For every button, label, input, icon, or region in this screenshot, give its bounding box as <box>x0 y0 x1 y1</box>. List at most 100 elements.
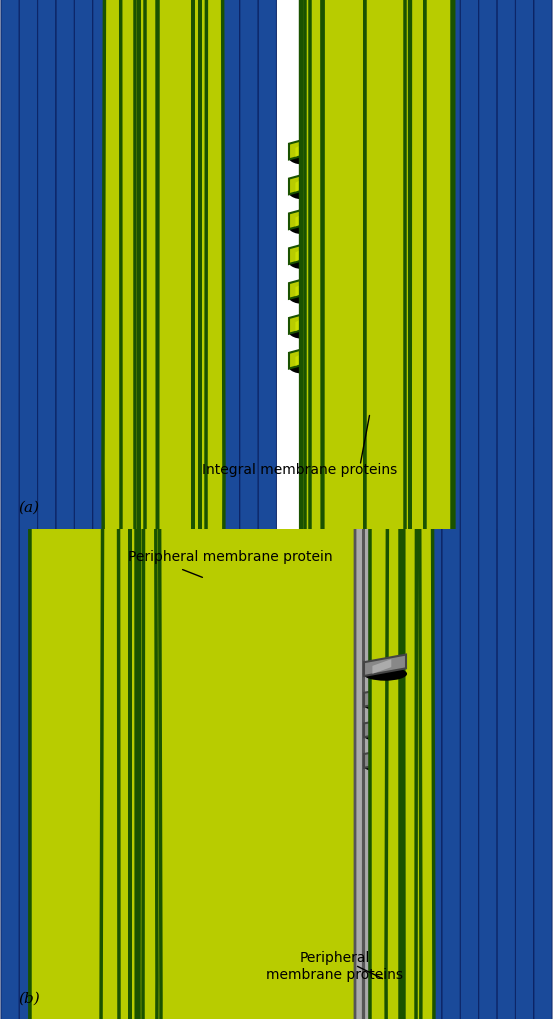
Polygon shape <box>349 171 381 195</box>
Circle shape <box>479 0 497 1019</box>
Polygon shape <box>184 344 216 369</box>
Circle shape <box>258 0 276 1019</box>
Polygon shape <box>372 659 392 675</box>
Ellipse shape <box>408 150 442 166</box>
Polygon shape <box>184 136 216 160</box>
Ellipse shape <box>128 289 162 305</box>
Polygon shape <box>415 176 430 193</box>
Circle shape <box>1 0 19 1019</box>
Circle shape <box>240 0 258 1019</box>
Ellipse shape <box>363 790 407 803</box>
Circle shape <box>442 0 460 1019</box>
Circle shape <box>203 0 221 1019</box>
Ellipse shape <box>363 667 407 681</box>
Polygon shape <box>295 176 310 193</box>
Polygon shape <box>305 0 365 1019</box>
Ellipse shape <box>363 759 407 772</box>
Circle shape <box>461 0 478 1019</box>
Polygon shape <box>190 246 205 262</box>
Polygon shape <box>356 141 370 158</box>
Circle shape <box>38 0 56 1019</box>
Circle shape <box>75 0 92 1019</box>
Polygon shape <box>106 0 145 1019</box>
Ellipse shape <box>128 255 162 270</box>
Circle shape <box>442 0 460 1019</box>
Polygon shape <box>415 246 430 262</box>
Circle shape <box>497 0 515 1019</box>
Polygon shape <box>129 310 161 334</box>
Ellipse shape <box>183 255 217 270</box>
Polygon shape <box>372 873 392 889</box>
Text: (b): (b) <box>18 990 40 1005</box>
Polygon shape <box>364 808 406 829</box>
Polygon shape <box>415 211 430 227</box>
Circle shape <box>38 0 56 1019</box>
Circle shape <box>1 0 19 1019</box>
Circle shape <box>497 0 515 1019</box>
Circle shape <box>19 0 38 1019</box>
Circle shape <box>314 0 331 1019</box>
Circle shape <box>19 0 38 1019</box>
Ellipse shape <box>348 289 382 305</box>
Circle shape <box>479 0 497 1019</box>
Circle shape <box>240 0 258 1019</box>
Circle shape <box>461 0 478 1019</box>
Polygon shape <box>129 171 161 195</box>
Ellipse shape <box>288 255 322 270</box>
Polygon shape <box>135 280 150 298</box>
Circle shape <box>276 0 295 1019</box>
Polygon shape <box>295 350 310 367</box>
Circle shape <box>38 0 56 1019</box>
Polygon shape <box>364 869 406 891</box>
Polygon shape <box>135 246 150 262</box>
Polygon shape <box>135 350 150 367</box>
Ellipse shape <box>128 220 162 235</box>
Polygon shape <box>409 344 441 369</box>
Ellipse shape <box>363 820 407 834</box>
Ellipse shape <box>363 729 407 742</box>
Polygon shape <box>192 0 224 1019</box>
Polygon shape <box>364 747 406 768</box>
Ellipse shape <box>348 220 382 235</box>
Circle shape <box>203 0 221 1019</box>
Polygon shape <box>349 344 381 369</box>
Circle shape <box>111 0 129 1019</box>
Ellipse shape <box>288 289 322 305</box>
Polygon shape <box>135 176 150 193</box>
Polygon shape <box>409 240 441 265</box>
Polygon shape <box>190 141 205 158</box>
Polygon shape <box>372 812 392 827</box>
Ellipse shape <box>288 359 322 375</box>
Polygon shape <box>184 310 216 334</box>
Circle shape <box>166 0 184 1019</box>
Circle shape <box>424 0 442 1019</box>
Polygon shape <box>349 310 381 334</box>
Polygon shape <box>356 315 370 332</box>
Polygon shape <box>135 211 150 227</box>
Circle shape <box>75 0 92 1019</box>
Polygon shape <box>415 315 430 332</box>
Polygon shape <box>129 344 161 369</box>
Circle shape <box>240 0 258 1019</box>
Polygon shape <box>425 0 451 1019</box>
Polygon shape <box>364 655 406 677</box>
Circle shape <box>461 0 478 1019</box>
Circle shape <box>534 0 552 1019</box>
Polygon shape <box>372 751 392 766</box>
Circle shape <box>56 0 74 1019</box>
Polygon shape <box>356 350 370 367</box>
Polygon shape <box>295 280 310 298</box>
Polygon shape <box>299 0 326 1019</box>
Ellipse shape <box>348 184 382 201</box>
Circle shape <box>534 0 552 1019</box>
Polygon shape <box>409 171 441 195</box>
Circle shape <box>515 0 534 1019</box>
Circle shape <box>479 0 497 1019</box>
Polygon shape <box>289 310 321 334</box>
Circle shape <box>56 0 74 1019</box>
Circle shape <box>258 0 276 1019</box>
Polygon shape <box>409 310 441 334</box>
Polygon shape <box>349 275 381 300</box>
Circle shape <box>148 0 166 1019</box>
Polygon shape <box>289 206 321 230</box>
